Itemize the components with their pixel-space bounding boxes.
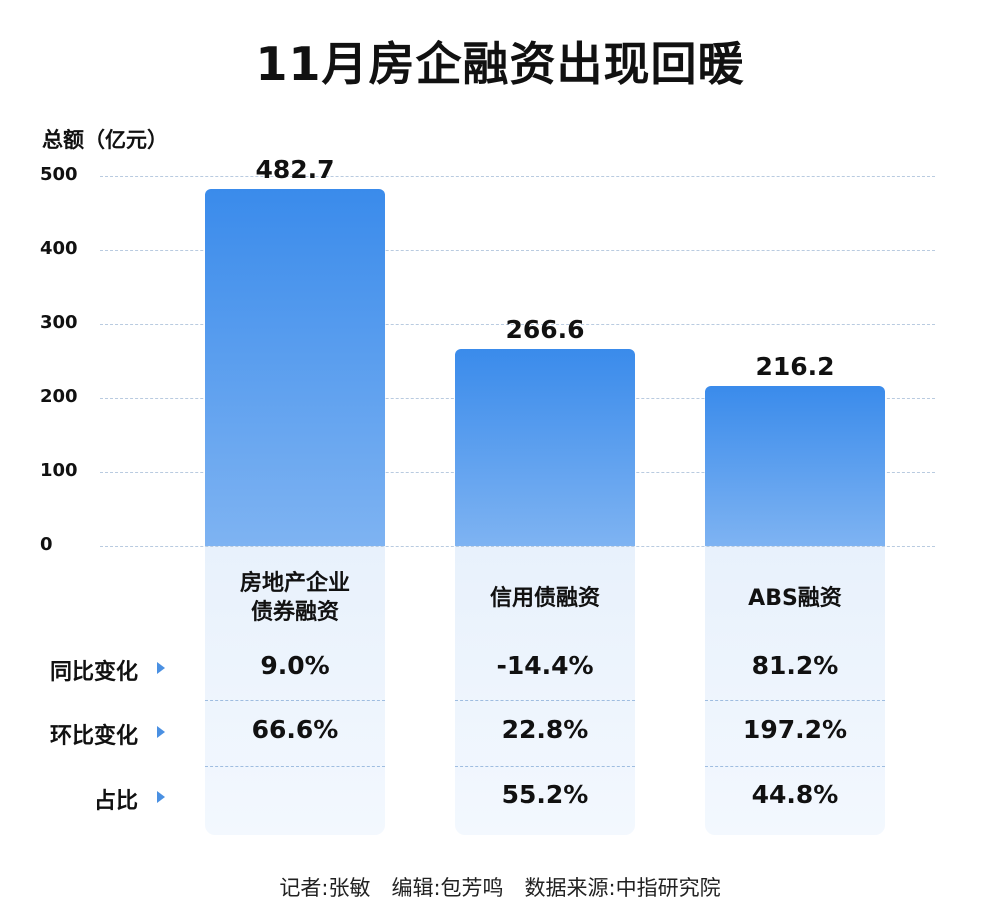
table-row-label: 环比变化: [49, 724, 138, 749]
bar-value-label: 266.6: [505, 314, 585, 344]
table-row-divider: [205, 766, 385, 767]
bar-value-label: 482.7: [255, 154, 335, 184]
table-row-divider: [705, 700, 885, 701]
gridline: [100, 324, 935, 325]
table-cell: 22.8%: [501, 715, 589, 744]
y-tick-label: 300: [40, 312, 78, 333]
gridline: [100, 250, 935, 251]
y-tick-label: 400: [40, 238, 78, 259]
bar: [455, 348, 635, 546]
footer-credits: 记者:张敏 编辑:包芳鸣 数据来源:中指研究院: [279, 876, 721, 900]
category-label: 信用债融资: [455, 584, 635, 613]
category-label: ABS融资: [705, 584, 885, 613]
table-row-divider: [455, 700, 635, 701]
table-cell: 81.2%: [751, 651, 839, 680]
table-row-divider: [705, 766, 885, 767]
gridline: [100, 546, 935, 547]
y-tick-label: 500: [40, 164, 78, 185]
row-arrow-icon: [157, 662, 165, 674]
table-cell: 66.6%: [251, 715, 339, 744]
table-cell: 9.0%: [260, 651, 330, 680]
table-cell: 55.2%: [501, 780, 589, 809]
category-panel: [455, 546, 635, 835]
chart-title: 11月房企融资出现回暖: [255, 37, 745, 91]
row-arrow-icon: [157, 791, 165, 803]
table-row-label: 占比: [93, 789, 138, 814]
table-cell: 44.8%: [751, 780, 839, 809]
table-row-divider: [205, 700, 385, 701]
table-row-divider: [455, 766, 635, 767]
table-row-label: 同比变化: [49, 660, 138, 685]
y-tick-label: 0: [40, 534, 53, 555]
category-panel: [205, 546, 385, 835]
y-axis-label: 总额（亿元）: [42, 128, 168, 152]
category-panel: [705, 546, 885, 835]
category-label-line: 债券融资: [250, 600, 339, 625]
y-tick-label: 200: [40, 386, 78, 407]
category-label-line: 房地产企业: [239, 571, 350, 596]
category-label-line: ABS融资: [748, 585, 842, 611]
y-tick-label: 100: [40, 460, 78, 481]
row-arrow-icon: [157, 726, 165, 738]
table-cell: 197.2%: [742, 715, 848, 744]
category-label-line: 信用债融资: [489, 585, 600, 611]
category-label: 房地产企业 债券融资: [205, 569, 385, 627]
bar: [205, 188, 385, 546]
gridline: [100, 176, 935, 177]
bar-value-label: 216.2: [755, 352, 835, 381]
table-cell: -14.4%: [496, 651, 594, 680]
bar: [705, 386, 885, 546]
